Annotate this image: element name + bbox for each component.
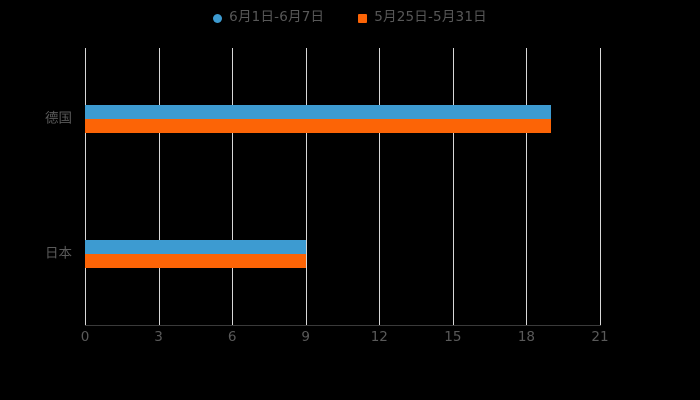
x-axis-tick-label: 3: [154, 329, 163, 345]
bar-日本-series-1[interactable]: [85, 240, 306, 254]
x-axis-tick-label: 18: [517, 329, 536, 345]
chart-legend: 6月1日-6月7日 5月25日-5月31日: [0, 6, 700, 30]
legend-marker-square-icon: [358, 13, 368, 23]
gridline: [453, 48, 454, 325]
x-axis-tick-label: 6: [227, 329, 237, 345]
gridline: [526, 48, 527, 325]
bar-德国-series-2[interactable]: [85, 119, 551, 133]
gridline: [85, 48, 86, 325]
x-axis-tick-label: 9: [301, 329, 310, 345]
bar-日本-series-2[interactable]: [85, 254, 306, 268]
gridline: [306, 48, 307, 325]
gridline: [379, 48, 380, 325]
y-axis-tick-label-德国: 德国: [45, 110, 72, 127]
legend-label-series-1: 6月1日-6月7日: [229, 9, 325, 26]
legend-label-series-2: 5月25日-5月31日: [374, 9, 487, 26]
bar-德国-series-1[interactable]: [85, 105, 551, 119]
x-axis-tick-label: 12: [370, 329, 388, 345]
legend-item-series-2[interactable]: 5月25日-5月31日: [358, 11, 487, 25]
plot-area: [85, 48, 601, 325]
legend-item-series-1[interactable]: 6月1日-6月7日: [213, 11, 324, 25]
gridline: [159, 48, 160, 325]
gridline: [232, 48, 233, 325]
x-axis-tick-label: 15: [444, 329, 462, 345]
y-axis-labels: 德国 日本: [0, 0, 72, 400]
x-axis-tick-label: 0: [80, 329, 90, 345]
x-axis-tick-label: 21: [591, 329, 609, 345]
gridline: [600, 48, 601, 325]
legend-marker-circle-icon: [213, 13, 223, 23]
x-axis-line: [85, 325, 601, 326]
y-axis-tick-label-日本: 日本: [45, 245, 72, 262]
